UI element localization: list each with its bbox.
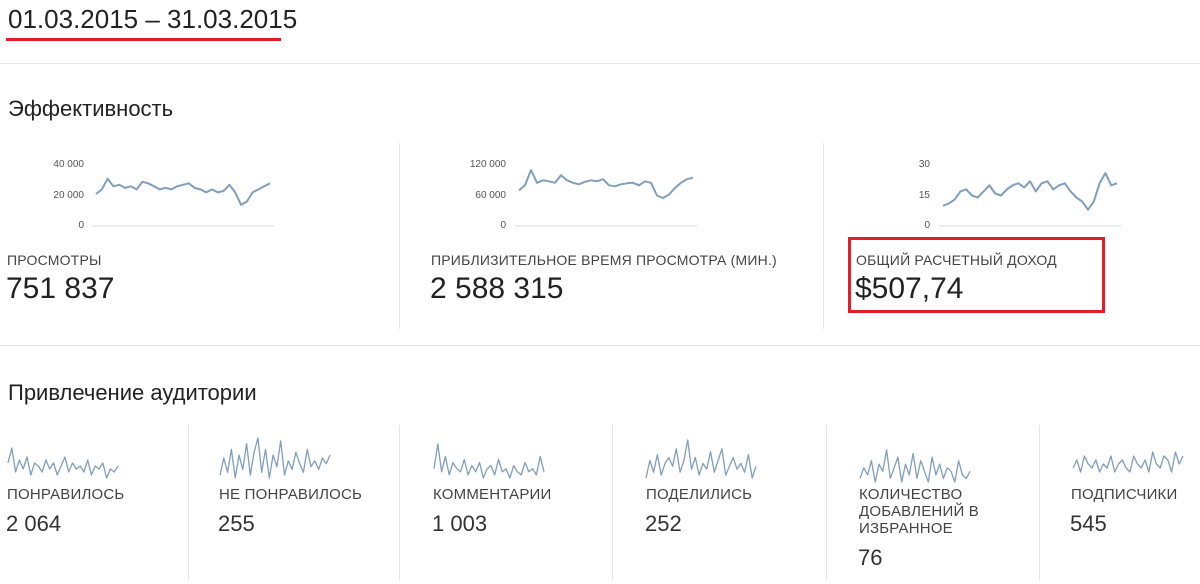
metric-label: ПРОСМОТРЫ bbox=[7, 252, 102, 268]
y-tick: 20 000 bbox=[53, 190, 84, 201]
favorites-sparkline bbox=[859, 449, 971, 483]
y-tick: 120 000 bbox=[469, 159, 506, 170]
divider-top bbox=[0, 63, 1200, 64]
metric-value: 255 bbox=[218, 511, 255, 536]
metric-value: 2 064 bbox=[6, 511, 62, 536]
column-separator bbox=[612, 425, 613, 580]
metric-label: ПОНРАВИЛОСЬ bbox=[7, 486, 125, 503]
views-sparkline bbox=[95, 177, 271, 206]
date-range[interactable]: 01.03.2015 – 31.03.2015 bbox=[8, 4, 298, 34]
metric-card-comments[interactable]: КОММЕНТАРИИ 1 003 bbox=[400, 425, 612, 583]
metric-card-dislikes[interactable]: НЕ ПОНРАВИЛОСЬ 255 bbox=[189, 425, 399, 583]
metric-card-revenue[interactable]: 30 15 0 ОБЩИЙ РАСЧЕТНЫЙ ДОХОД $507,74 bbox=[824, 150, 1200, 330]
revenue-sparkline bbox=[942, 172, 1118, 211]
y-tick: 0 bbox=[500, 220, 506, 231]
metric-label: ПОДЕЛИЛИСЬ bbox=[646, 486, 753, 503]
y-tick: 0 bbox=[78, 220, 84, 231]
revenue-highlight-box bbox=[848, 237, 1105, 313]
column-separator bbox=[399, 143, 400, 329]
watch-time-sparkline bbox=[518, 169, 694, 199]
metric-label: НЕ ПОНРАВИЛОСЬ bbox=[219, 486, 363, 503]
metric-card-likes[interactable]: ПОНРАВИЛОСЬ 2 064 bbox=[0, 425, 188, 583]
metric-label: ПОДПИСЧИКИ bbox=[1071, 486, 1178, 503]
metric-value: $507,74 bbox=[855, 272, 964, 305]
comments-sparkline bbox=[433, 443, 545, 479]
column-separator bbox=[188, 425, 189, 580]
metric-card-shares[interactable]: ПОДЕЛИЛИСЬ 252 bbox=[613, 425, 826, 583]
metric-label: КОММЕНТАРИИ bbox=[433, 486, 552, 503]
y-tick: 30 bbox=[918, 159, 930, 170]
metric-card-favorites[interactable]: КОЛИЧЕСТВО ДОБАВЛЕНИЙ В ИЗБРАННОЕ 76 bbox=[827, 425, 1039, 583]
divider-middle bbox=[0, 345, 1200, 346]
metric-card-watch-time[interactable]: 120 000 60 000 0 ПРИБЛИЗИТЕЛЬНОЕ ВРЕМЯ П… bbox=[400, 150, 823, 330]
metric-label: ОБЩИЙ РАСЧЕТНЫЙ ДОХОД bbox=[856, 252, 1057, 268]
metric-card-subscribers[interactable]: ПОДПИСЧИКИ 545 bbox=[1040, 425, 1200, 583]
metric-value: 545 bbox=[1070, 511, 1107, 536]
metric-value: 76 bbox=[858, 545, 883, 570]
y-tick: 15 bbox=[918, 190, 930, 201]
metric-label: ПРИБЛИЗИТЕЛЬНОЕ ВРЕМЯ ПРОСМОТРА (МИН.) bbox=[431, 252, 777, 268]
date-range-underline bbox=[6, 38, 281, 41]
section-title-performance: Эффективность bbox=[8, 96, 174, 121]
metric-value: 1 003 bbox=[432, 511, 488, 536]
shares-sparkline bbox=[645, 439, 757, 479]
section-title-audience: Привлечение аудитории bbox=[8, 380, 257, 405]
metric-value: 252 bbox=[645, 511, 682, 536]
metric-value: 2 588 315 bbox=[430, 272, 564, 305]
dislikes-sparkline bbox=[219, 437, 331, 479]
metric-label: КОЛИЧЕСТВО ДОБАВЛЕНИЙ В ИЗБРАННОЕ bbox=[859, 486, 979, 537]
column-separator bbox=[823, 143, 824, 329]
column-separator bbox=[1039, 425, 1040, 580]
y-tick: 60 000 bbox=[475, 190, 506, 201]
y-tick: 0 bbox=[924, 220, 930, 231]
column-separator bbox=[826, 425, 827, 580]
subscribers-sparkline bbox=[1072, 451, 1184, 473]
column-separator bbox=[399, 425, 400, 580]
metric-card-views[interactable]: 40 000 20 000 0 ПРОСМОТРЫ 751 837 bbox=[0, 150, 399, 330]
y-tick: 40 000 bbox=[53, 159, 84, 170]
metric-value: 751 837 bbox=[6, 272, 115, 305]
likes-sparkline bbox=[7, 447, 119, 479]
